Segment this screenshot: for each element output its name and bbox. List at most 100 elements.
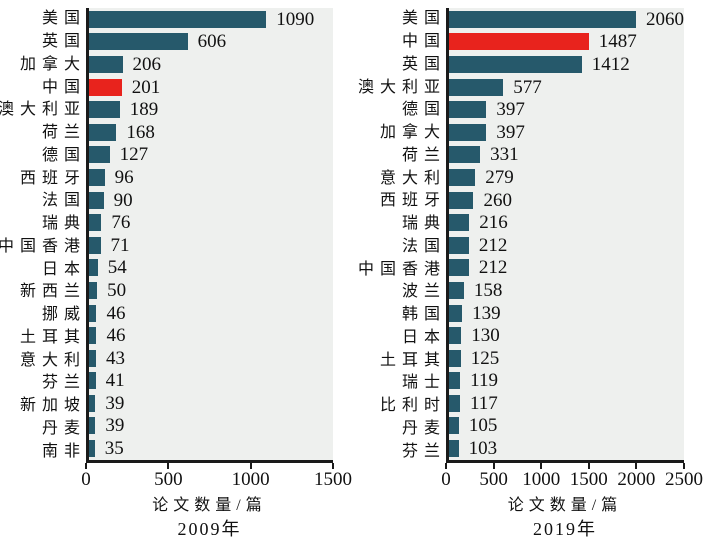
bar bbox=[89, 304, 97, 322]
bar bbox=[449, 10, 636, 28]
bar-row: 260 bbox=[449, 189, 684, 212]
bar-row: 212 bbox=[449, 234, 684, 257]
bar bbox=[89, 55, 123, 73]
x-axis-tick bbox=[249, 463, 252, 469]
bar bbox=[449, 123, 487, 141]
bar-row: 2060 bbox=[449, 8, 684, 31]
bar-row: 397 bbox=[449, 98, 684, 121]
bar bbox=[89, 372, 96, 390]
bar-row: 41 bbox=[89, 370, 333, 393]
value-label: 212 bbox=[478, 257, 508, 279]
bar bbox=[449, 304, 463, 322]
category-label: 中国香港 bbox=[357, 260, 446, 278]
bar bbox=[89, 33, 188, 51]
x-axis-tick-label: 1000 bbox=[522, 469, 561, 490]
value-label: 46 bbox=[106, 325, 126, 347]
value-label: 96 bbox=[114, 166, 134, 188]
category-label: 法国 bbox=[401, 237, 446, 255]
category-label: 澳大利亚 bbox=[0, 101, 86, 119]
value-label: 35 bbox=[104, 438, 124, 460]
bar-row: 105 bbox=[449, 415, 684, 438]
bar bbox=[89, 236, 101, 254]
value-label: 76 bbox=[111, 212, 131, 234]
value-label: 117 bbox=[469, 392, 498, 414]
bar bbox=[89, 214, 102, 232]
bar-row: 46 bbox=[89, 324, 333, 347]
category-label: 英国 bbox=[401, 55, 446, 73]
value-label: 130 bbox=[471, 325, 500, 347]
value-label: 206 bbox=[132, 53, 162, 75]
category-label: 挪威 bbox=[41, 306, 86, 324]
category-label: 土耳其 bbox=[379, 351, 446, 369]
category-label: 荷兰 bbox=[41, 124, 86, 142]
category-label: 土耳其 bbox=[19, 328, 86, 346]
category-label: 南非 bbox=[41, 442, 86, 460]
category-label: 意大利 bbox=[19, 351, 86, 369]
bar-chart-2019: 美国 中国 英国 澳大利亚 德国 加拿大 荷兰 意大利 西班牙 瑞典 法国 中国香港 波兰 韩国 日本 土耳其… bbox=[357, 8, 703, 541]
category-label: 丹麦 bbox=[401, 419, 446, 437]
x-axis-tick-label: 0 bbox=[81, 469, 91, 490]
x-axis-tick-label: 1500 bbox=[569, 469, 608, 490]
bar bbox=[89, 327, 97, 345]
category-label: 美国 bbox=[41, 10, 86, 28]
value-label: 39 bbox=[105, 392, 125, 414]
bar bbox=[89, 101, 120, 119]
bar bbox=[449, 327, 462, 345]
category-label: 中国香港 bbox=[0, 237, 86, 255]
bar bbox=[449, 146, 481, 164]
bar-row: 125 bbox=[449, 347, 684, 370]
x-axis-tick-label: 500 bbox=[479, 469, 508, 490]
y-axis-labels: 美国 中国 英国 澳大利亚 德国 加拿大 荷兰 意大利 西班牙 瑞典 法国 中国香港 波兰 韩国 日本 土耳其… bbox=[357, 8, 446, 463]
category-label: 美国 bbox=[401, 10, 446, 28]
value-label: 119 bbox=[470, 370, 498, 392]
bar-row: 39 bbox=[89, 392, 333, 415]
bar bbox=[89, 191, 104, 209]
value-label: 50 bbox=[107, 279, 127, 301]
category-label: 芬兰 bbox=[41, 374, 86, 392]
x-axis-tick bbox=[445, 463, 447, 469]
bar-row: 76 bbox=[89, 211, 333, 234]
value-label: 279 bbox=[485, 166, 514, 188]
value-label: 606 bbox=[197, 31, 227, 53]
value-label: 2060 bbox=[646, 8, 684, 30]
x-axis-tick bbox=[167, 463, 170, 469]
bar-row: 127 bbox=[89, 144, 333, 167]
bar-row: 43 bbox=[89, 347, 333, 370]
value-label: 39 bbox=[105, 415, 125, 437]
bar-row: 331 bbox=[449, 144, 684, 167]
value-label: 139 bbox=[472, 302, 501, 324]
x-axis-tick bbox=[492, 463, 495, 469]
highlighted-bar bbox=[449, 33, 589, 51]
bar-chart-2009: 美国 英国 加拿大 中国 澳大利亚 荷兰 德国 西班牙 法国 瑞典 中国香港 日本 新西兰 挪威 土耳其 意大… bbox=[0, 8, 352, 541]
bar bbox=[89, 259, 98, 277]
category-label: 法国 bbox=[41, 192, 86, 210]
bar-row: 130 bbox=[449, 324, 684, 347]
x-axis-tick bbox=[85, 463, 87, 469]
bar bbox=[449, 440, 459, 458]
bar bbox=[449, 372, 461, 390]
bar bbox=[89, 168, 105, 186]
value-label: 43 bbox=[105, 347, 125, 369]
bar-row: 54 bbox=[89, 257, 333, 280]
chart-year-label: 2019年 bbox=[533, 519, 597, 539]
y-axis-labels: 美国 英国 加拿大 中国 澳大利亚 荷兰 德国 西班牙 法国 瑞典 中国香港 日本 新西兰 挪威 土耳其 意大… bbox=[0, 8, 86, 463]
category-label: 日本 bbox=[401, 328, 446, 346]
bar-row: 216 bbox=[449, 211, 684, 234]
value-label: 577 bbox=[513, 76, 542, 98]
category-label: 加拿大 bbox=[379, 124, 446, 142]
bar-row: 206 bbox=[89, 53, 333, 76]
plot-area: 1090 606 206 201 189 168 127 96 90 76 71 54 50 46 46 43… bbox=[86, 8, 333, 463]
bar-row: 46 bbox=[89, 302, 333, 325]
bar bbox=[89, 349, 96, 367]
x-axis-tick-label: 1500 bbox=[314, 469, 352, 490]
bar bbox=[449, 101, 487, 119]
bar-row: 212 bbox=[449, 257, 684, 280]
value-label: 90 bbox=[113, 189, 133, 211]
bar bbox=[449, 191, 474, 209]
bar-row: 279 bbox=[449, 166, 684, 189]
value-label: 54 bbox=[107, 257, 127, 279]
bar bbox=[89, 10, 267, 28]
value-label: 397 bbox=[496, 121, 525, 143]
category-label: 英国 bbox=[41, 33, 86, 51]
